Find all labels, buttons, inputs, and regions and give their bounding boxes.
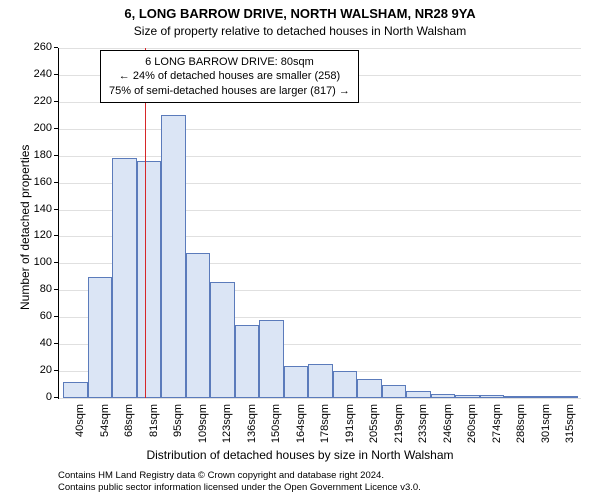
histogram-bar xyxy=(406,391,431,398)
histogram-bar xyxy=(186,253,211,398)
x-tick: 164sqm xyxy=(295,404,307,444)
chart-title-line2: Size of property relative to detached ho… xyxy=(0,24,600,38)
histogram-bar xyxy=(455,395,480,398)
y-tick: 40 xyxy=(22,337,52,349)
histogram-bar xyxy=(112,158,137,398)
x-tick: 109sqm xyxy=(197,404,209,444)
x-tick: 274sqm xyxy=(491,404,503,444)
x-tick: 233sqm xyxy=(417,404,429,444)
x-tick: 95sqm xyxy=(172,404,184,444)
y-tick: 200 xyxy=(22,122,52,134)
x-axis-label: Distribution of detached houses by size … xyxy=(0,448,600,462)
y-tick: 160 xyxy=(22,176,52,188)
histogram-bar xyxy=(88,277,113,398)
y-tick: 260 xyxy=(22,41,52,53)
y-tick: 120 xyxy=(22,229,52,241)
histogram-bar xyxy=(357,379,382,398)
annotation-line2: ← 24% of detached houses are smaller (25… xyxy=(109,69,350,83)
gridline xyxy=(59,156,581,157)
histogram-bar xyxy=(529,396,554,398)
histogram-bar xyxy=(480,395,505,398)
y-tick: 60 xyxy=(22,310,52,322)
histogram-bar xyxy=(63,382,88,398)
histogram-bar xyxy=(259,320,284,398)
footnote-line1: Contains HM Land Registry data © Crown c… xyxy=(58,470,421,482)
histogram-bar xyxy=(333,371,358,398)
histogram-bar xyxy=(284,366,309,398)
gridline xyxy=(59,48,581,49)
x-tick: 136sqm xyxy=(246,404,258,444)
x-tick: 288sqm xyxy=(515,404,527,444)
x-tick: 123sqm xyxy=(221,404,233,444)
gridline xyxy=(59,129,581,130)
histogram-bar xyxy=(235,325,260,398)
x-tick: 178sqm xyxy=(319,404,331,444)
annotation-line3: 75% of semi-detached houses are larger (… xyxy=(109,84,350,98)
x-tick: 81sqm xyxy=(148,404,160,444)
x-tick: 54sqm xyxy=(99,404,111,444)
x-tick: 191sqm xyxy=(344,404,356,444)
histogram-bar xyxy=(308,364,333,398)
chart-title-line1: 6, LONG BARROW DRIVE, NORTH WALSHAM, NR2… xyxy=(0,6,600,21)
histogram-bar xyxy=(382,385,407,398)
y-tick: 80 xyxy=(22,283,52,295)
x-tick: 68sqm xyxy=(123,404,135,444)
x-tick: 150sqm xyxy=(270,404,282,444)
y-tick: 0 xyxy=(22,391,52,403)
y-tick: 140 xyxy=(22,203,52,215)
y-tick: 20 xyxy=(22,364,52,376)
histogram-bar xyxy=(553,396,578,398)
histogram-bar xyxy=(504,396,529,398)
histogram-bar xyxy=(137,161,162,398)
y-tick: 180 xyxy=(22,149,52,161)
y-tick: 100 xyxy=(22,256,52,268)
x-tick: 315sqm xyxy=(564,404,576,444)
gridline xyxy=(59,398,581,399)
y-tick: 220 xyxy=(22,95,52,107)
histogram-bar xyxy=(431,394,456,398)
x-tick: 246sqm xyxy=(442,404,454,444)
histogram-bar xyxy=(161,115,186,398)
x-tick: 301sqm xyxy=(540,404,552,444)
x-tick: 219sqm xyxy=(393,404,405,444)
footnotes: Contains HM Land Registry data © Crown c… xyxy=(58,470,421,494)
footnote-line2: Contains public sector information licen… xyxy=(58,482,421,494)
y-tick: 240 xyxy=(22,68,52,80)
x-tick: 260sqm xyxy=(466,404,478,444)
x-tick: 40sqm xyxy=(74,404,86,444)
annotation-line1: 6 LONG BARROW DRIVE: 80sqm xyxy=(109,55,350,69)
histogram-bar xyxy=(210,282,235,398)
annotation-box: 6 LONG BARROW DRIVE: 80sqm ← 24% of deta… xyxy=(100,50,359,103)
x-tick: 205sqm xyxy=(368,404,380,444)
